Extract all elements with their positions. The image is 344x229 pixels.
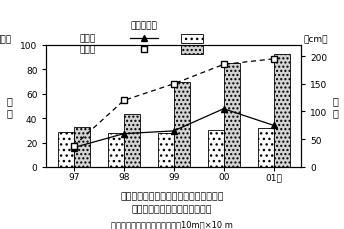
Text: 禁牧区: 禁牧区: [79, 46, 96, 55]
Text: （cm）: （cm）: [303, 36, 328, 45]
Bar: [208, 131, 224, 167]
Text: 放牧区: 放牧区: [79, 35, 96, 44]
Y-axis label: 高
さ: 高 さ: [333, 96, 338, 117]
Bar: [273, 54, 290, 167]
Text: るササの高さと被度の経年変化: るササの高さと被度の経年変化: [132, 205, 212, 214]
Bar: [124, 115, 140, 167]
Text: 被度　高さ: 被度 高さ: [130, 21, 157, 30]
Text: 図３．ブナ林床の禁牧区と放牧区におけ: 図３．ブナ林床の禁牧区と放牧区におけ: [120, 191, 224, 200]
Bar: [258, 128, 273, 167]
Bar: [74, 127, 90, 167]
Bar: [181, 46, 203, 55]
Bar: [158, 133, 174, 167]
Bar: [174, 82, 190, 167]
Bar: [58, 132, 74, 167]
Bar: [181, 35, 203, 44]
Bar: [108, 133, 124, 167]
Text: 注）禁牧区・放牧区の大きさ：10m　×10 m: 注）禁牧区・放牧区の大きさ：10m ×10 m: [111, 219, 233, 228]
Text: （％）: （％）: [0, 36, 12, 45]
Bar: [224, 64, 240, 167]
Y-axis label: 被
度: 被 度: [6, 96, 12, 117]
